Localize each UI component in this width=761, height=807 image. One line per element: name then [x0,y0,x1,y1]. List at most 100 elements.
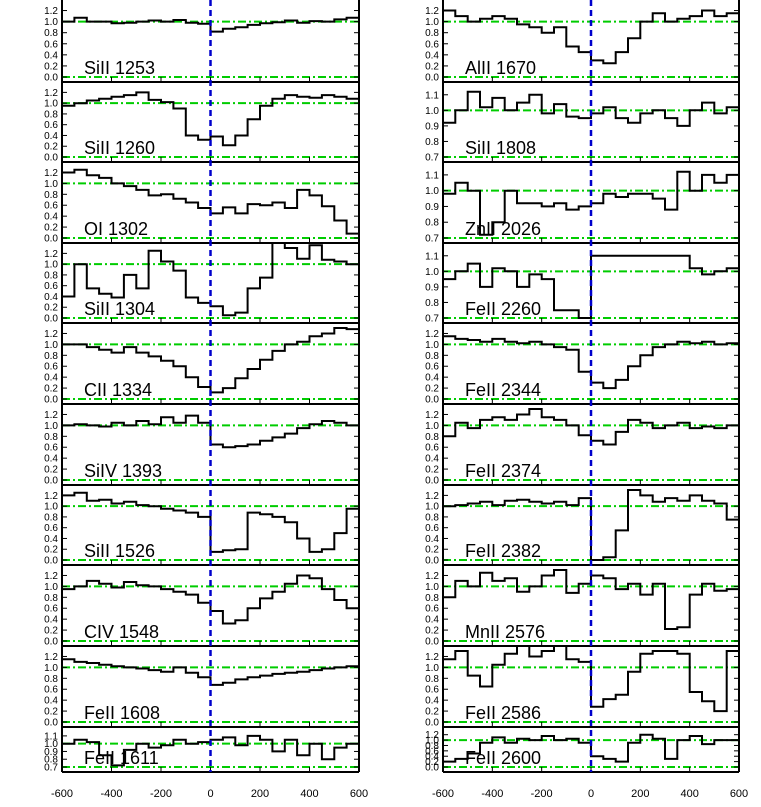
xtick-label-col1-1: -600 [51,788,73,800]
ytick-label-col2-panel1-4: 0.6 [425,39,439,50]
panel-label-col1-panel7: SiII 1526 [84,541,155,561]
panel-label-col1-panel10: FeII 1611 [84,748,159,768]
ytick-label-col2-panel5-4: 0.6 [425,362,439,373]
ytick-label-col2-panel6-5: 0.4 [425,454,439,465]
ytick-label-col2-panel10-1: 1.2 [425,730,439,741]
ytick-label-col1-panel10-3: 0.9 [44,747,58,758]
ytick-label-col2-panel3-5: 0.7 [425,234,439,245]
ytick-label-col1-panel7-7: 0.0 [44,556,58,567]
panel-col2-panel2: 1.1 1.0 0.9 0.8 0.7 SiII 1808 [425,90,740,164]
ytick-label-col1-panel9-6: 0.2 [44,707,58,718]
ytick-label-col2-panel4-3: 0.9 [425,282,439,293]
panel-col1-panel8: 1.21.00.80.60.40.20.0 CIV 1548 [44,571,360,648]
ytick-label-col2-panel5-3: 0.8 [425,351,439,362]
xtick-label-col1-5: 200 [251,788,269,800]
ytick-label-col2-panel8-1: 1.2 [425,571,439,582]
panel-col1-panel2: 1.21.00.80.60.40.20.0 SiII 1260 [44,88,360,164]
ytick-label-col2-panel7-1: 1.2 [425,491,439,502]
ytick-label-col1-panel5-7: 0.0 [44,395,58,406]
ytick-label-col1-panel3-3: 0.8 [44,190,58,201]
ytick-label-col1-panel3-7: 0.0 [44,234,58,245]
ytick-label-col2-panel6-7: 0.0 [425,476,439,487]
xtick-label-col1-7: 600 [350,788,368,800]
ytick-label-col2-panel8-5: 0.4 [425,615,439,626]
ytick-label-col2-panel10-3: 0.8 [425,741,439,752]
spectrum-col2-panel7 [443,489,739,561]
ytick-label-col1-panel7-1: 1.2 [44,491,58,502]
ytick-label-col2-panel6-4: 0.6 [425,443,439,454]
ytick-label-col2-panel2-2: 1.0 [425,106,439,117]
spectrum-col1-panel2 [62,91,359,147]
panel-col1-panel1: 1.21.00.80.60.40.20.0 SiII 1253 [44,6,360,84]
ytick-label-col1-panel4-2: 1.0 [44,260,58,271]
ytick-label-col2-panel5-5: 0.4 [425,373,439,384]
panel-col1-panel4: 1.21.00.80.60.40.20.0 SiII 1304 [44,243,360,325]
ytick-label-col1-panel8-6: 0.2 [44,626,58,637]
ytick-label-col2-panel8-3: 0.8 [425,593,439,604]
ytick-label-col2-panel3-2: 1.0 [425,186,439,197]
ytick-label-col2-panel1-3: 0.8 [425,28,439,39]
ytick-label-col2-panel5-6: 0.2 [425,384,439,395]
ytick-label-col1-panel6-6: 0.2 [44,465,58,476]
spectra-column-1: 1.21.00.80.60.40.20.0 SiII 12531.21.00.80… [44,0,368,800]
panel-label-col1-panel2: SiII 1260 [84,138,155,158]
ytick-label-col1-panel4-7: 0.0 [44,314,58,325]
ytick-label-col1-panel9-4: 0.6 [44,685,58,696]
ytick-label-col2-panel9-2: 1.0 [425,663,439,674]
ytick-label-col1-panel1-4: 0.6 [44,39,58,50]
ytick-label-col2-panel9-6: 0.2 [425,707,439,718]
ytick-label-col1-panel9-1: 1.2 [44,652,58,663]
xtick-label-col2-7: 600 [730,788,748,800]
panel-col2-panel1: 1.21.00.80.60.40.20.0 AlII 1670 [425,6,740,84]
ytick-label-col1-panel6-5: 0.4 [44,454,58,465]
ytick-label-col1-panel10-1: 1.1 [44,731,58,742]
ytick-label-col1-panel4-6: 0.2 [44,303,58,314]
ytick-label-col1-panel9-7: 0.0 [44,718,58,729]
ytick-label-col2-panel5-1: 1.2 [425,329,439,340]
ytick-label-col1-panel5-3: 0.8 [44,351,58,362]
panel-col1-panel10: 1.11.00.90.80.7 FeII 1611 [44,731,360,774]
xtick-label-col2-5: 200 [631,788,649,800]
ytick-label-col2-panel9-1: 1.2 [425,652,439,663]
ytick-label-col1-panel7-6: 0.2 [44,545,58,556]
panel-label-col1-panel4: SiII 1304 [84,299,155,319]
ytick-label-col2-panel7-3: 0.8 [425,512,439,523]
ytick-label-col2-panel4-5: 0.7 [425,314,439,325]
ytick-label-col2-panel3-1: 1.1 [425,170,439,181]
ytick-label-col1-panel2-7: 0.0 [44,153,58,164]
ytick-label-col1-panel9-2: 1.0 [44,663,58,674]
xtick-label-col1-4: 0 [207,788,213,800]
ytick-label-col2-panel2-3: 0.9 [425,121,439,132]
ytick-label-col1-panel4-5: 0.4 [44,292,58,303]
ytick-label-col2-panel4-4: 0.8 [425,298,439,309]
ytick-label-col2-panel5-2: 1.0 [425,340,439,351]
ytick-label-col1-panel7-3: 0.8 [44,512,58,523]
panel-col2-panel7: 1.21.00.80.60.40.20.0 FeII 2382 [425,489,740,567]
ytick-label-col1-panel2-3: 0.8 [44,109,58,120]
ytick-label-col2-panel8-7: 0.0 [425,637,439,648]
ytick-label-col2-panel8-2: 1.0 [425,582,439,593]
ytick-label-col1-panel1-6: 0.2 [44,61,58,72]
panel-label-col2-panel9: FeII 2586 [465,703,541,723]
panel-label-col2-panel6: FeII 2374 [465,461,541,481]
ytick-label-col2-panel8-6: 0.2 [425,626,439,637]
ytick-label-col2-panel5-7: 0.0 [425,395,439,406]
ytick-label-col2-panel10-5: 0.4 [425,752,439,763]
ytick-label-col1-panel3-4: 0.6 [44,201,58,212]
ytick-label-col1-panel1-2: 1.0 [44,17,58,28]
ytick-label-col2-panel10-2: 1.0 [425,736,439,747]
ytick-label-col2-panel9-3: 0.8 [425,674,439,685]
xtick-label-col2-3: -200 [531,788,553,800]
xtick-label-col2-4: 0 [588,788,594,800]
ytick-label-col1-panel2-5: 0.4 [44,131,58,142]
panel-col1-panel7: 1.21.00.80.60.40.20.0 SiII 1526 [44,491,360,567]
ytick-label-col1-panel8-1: 1.2 [44,571,58,582]
ytick-label-col1-panel1-3: 0.8 [44,28,58,39]
ytick-label-col1-panel1-7: 0.0 [44,73,58,84]
panel-label-col2-panel1: AlII 1670 [465,58,536,78]
ytick-label-col1-panel7-5: 0.4 [44,534,58,545]
ytick-label-col2-panel8-4: 0.6 [425,604,439,615]
ytick-label-col2-panel9-4: 0.6 [425,685,439,696]
